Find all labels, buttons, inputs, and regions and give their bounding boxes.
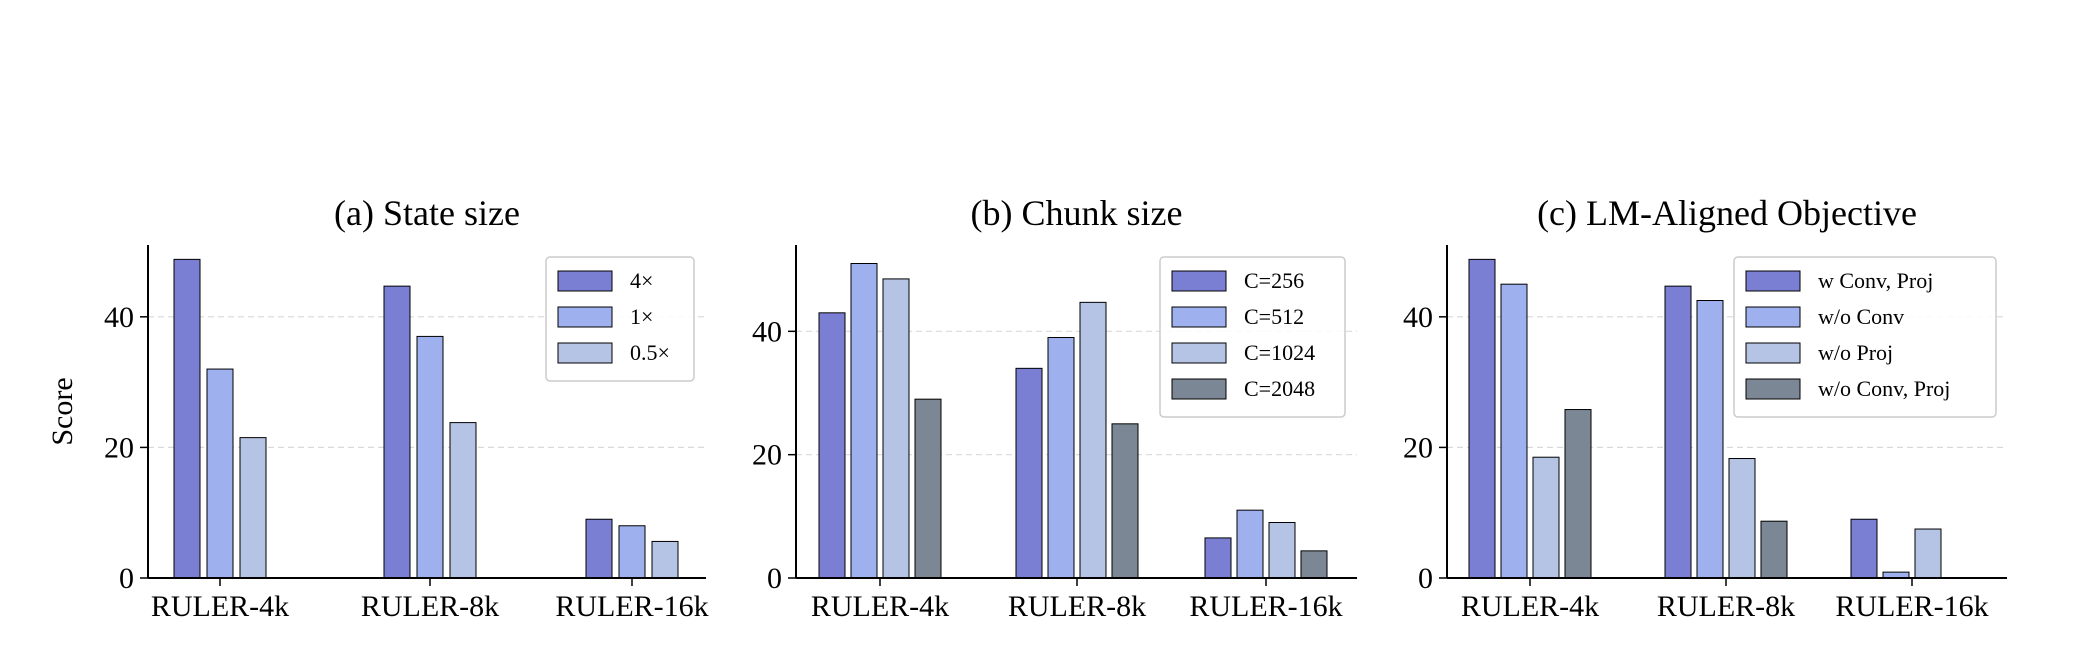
bar-1--ruler-8k	[416, 335, 444, 579]
chart-panel-3: (c) LM-Aligned Objective 0 20 40 RULER-4k RUL…	[1403, 193, 2007, 623]
bar-0-5--ruler-8k	[449, 422, 477, 579]
y-tick-label: 40	[1403, 301, 1433, 334]
legend-label: 4×	[630, 268, 653, 293]
bar-c-1024-ruler-4k	[882, 278, 910, 579]
bar-0-5--ruler-16k	[651, 540, 679, 579]
legend-label: 1×	[630, 304, 653, 329]
bar-w-o-conv-proj-ruler-4k	[1564, 409, 1592, 579]
bar-c-512-ruler-8k	[1047, 337, 1075, 579]
bar-c-2048-ruler-4k	[914, 398, 942, 579]
legend-label: C=256	[1244, 268, 1304, 293]
legend-swatch	[1171, 378, 1227, 400]
bar-c-256-ruler-8k	[1015, 367, 1043, 579]
x-tick-label: RULER-16k	[555, 590, 708, 623]
bar-0-5--ruler-4k	[239, 437, 267, 579]
bar-c-1024-ruler-16k	[1268, 522, 1296, 579]
bar-w-o-proj-ruler-16k	[1914, 528, 1942, 579]
bar-c-512-ruler-16k	[1236, 509, 1264, 579]
x-tick-label: RULER-4k	[1461, 590, 1599, 623]
bar-1--ruler-16k	[618, 525, 646, 579]
legend-swatch	[1745, 378, 1801, 400]
legend-label: C=512	[1244, 304, 1304, 329]
legend: w Conv, Proj w/o Conv w/o Proj w/o Conv, Pr…	[1733, 256, 1997, 418]
y-tick-label: 20	[104, 431, 134, 464]
y-tick-label: 0	[119, 562, 134, 595]
legend-label: w Conv, Proj	[1818, 268, 1933, 293]
legend-label: C=1024	[1244, 340, 1315, 365]
legend-label: w/o Conv, Proj	[1818, 376, 1950, 401]
y-tick-label: 20	[1403, 431, 1433, 464]
bar-w-o-proj-ruler-4k	[1532, 456, 1560, 579]
bar-w-o-proj-ruler-8k	[1728, 458, 1756, 579]
x-tick-label: RULER-16k	[1189, 590, 1342, 623]
panel-title: (a) State size	[334, 193, 520, 233]
legend-swatch	[557, 306, 613, 328]
bar-c-1024-ruler-8k	[1079, 301, 1107, 579]
bar-4--ruler-16k	[585, 518, 613, 579]
legend-label: w/o Conv	[1818, 304, 1904, 329]
x-tick-label: RULER-16k	[1835, 590, 1988, 623]
legend-swatch	[557, 270, 613, 292]
x-tick-label: RULER-4k	[151, 590, 289, 623]
bar-1--ruler-4k	[206, 368, 234, 579]
bar-c-512-ruler-4k	[850, 263, 878, 579]
legend-swatch	[1171, 270, 1227, 292]
x-tick-label: RULER-8k	[1008, 590, 1146, 623]
y-tick-label: 20	[752, 439, 782, 472]
bar-4--ruler-4k	[173, 258, 201, 579]
legend-swatch	[557, 342, 613, 364]
bar-w-o-conv-ruler-8k	[1696, 300, 1724, 579]
legend-swatch	[1171, 306, 1227, 328]
legend-box	[1733, 256, 1997, 418]
legend-box	[1159, 256, 1346, 418]
chart-panel-2: (b) Chunk size 0 20 40 RULER-4k RULER-8k RULER…	[752, 193, 1357, 623]
bar-c-256-ruler-4k	[818, 312, 846, 579]
y-tick-label: 0	[767, 562, 782, 595]
panel-title: (b) Chunk size	[971, 193, 1183, 233]
bar-w-o-conv-proj-ruler-8k	[1760, 520, 1788, 579]
legend-swatch	[1745, 270, 1801, 292]
bar-4--ruler-8k	[383, 285, 411, 579]
x-tick-label: RULER-4k	[811, 590, 949, 623]
x-tick-label: RULER-8k	[361, 590, 499, 623]
chart-panel-1: (a) State size 0 20 40 RULER-4k RULER-8k RULER…	[46, 193, 709, 623]
legend: C=256 C=512 C=1024 C=2048	[1159, 256, 1346, 418]
y-axis-label: Score	[46, 377, 79, 445]
legend-label: C=2048	[1244, 376, 1315, 401]
y-tick-label: 0	[1418, 562, 1433, 595]
panel-title: (c) LM-Aligned Objective	[1537, 193, 1917, 233]
y-tick-label: 40	[752, 315, 782, 348]
bar-w-conv-proj-ruler-8k	[1664, 285, 1692, 579]
legend-swatch	[1745, 306, 1801, 328]
bar-c-2048-ruler-8k	[1111, 423, 1139, 579]
x-tick-label: RULER-8k	[1657, 590, 1795, 623]
bar-w-conv-proj-ruler-4k	[1468, 258, 1496, 579]
bar-c-256-ruler-16k	[1204, 537, 1232, 579]
legend: 4× 1× 0.5×	[545, 256, 695, 382]
legend-swatch	[1745, 342, 1801, 364]
bar-c-2048-ruler-16k	[1300, 550, 1328, 579]
legend-label: 0.5×	[630, 340, 670, 365]
legend-swatch	[1171, 342, 1227, 364]
legend-label: w/o Proj	[1818, 340, 1893, 365]
bar-w-conv-proj-ruler-16k	[1850, 518, 1878, 579]
bar-w-o-conv-ruler-4k	[1500, 283, 1528, 579]
y-tick-label: 40	[104, 301, 134, 334]
